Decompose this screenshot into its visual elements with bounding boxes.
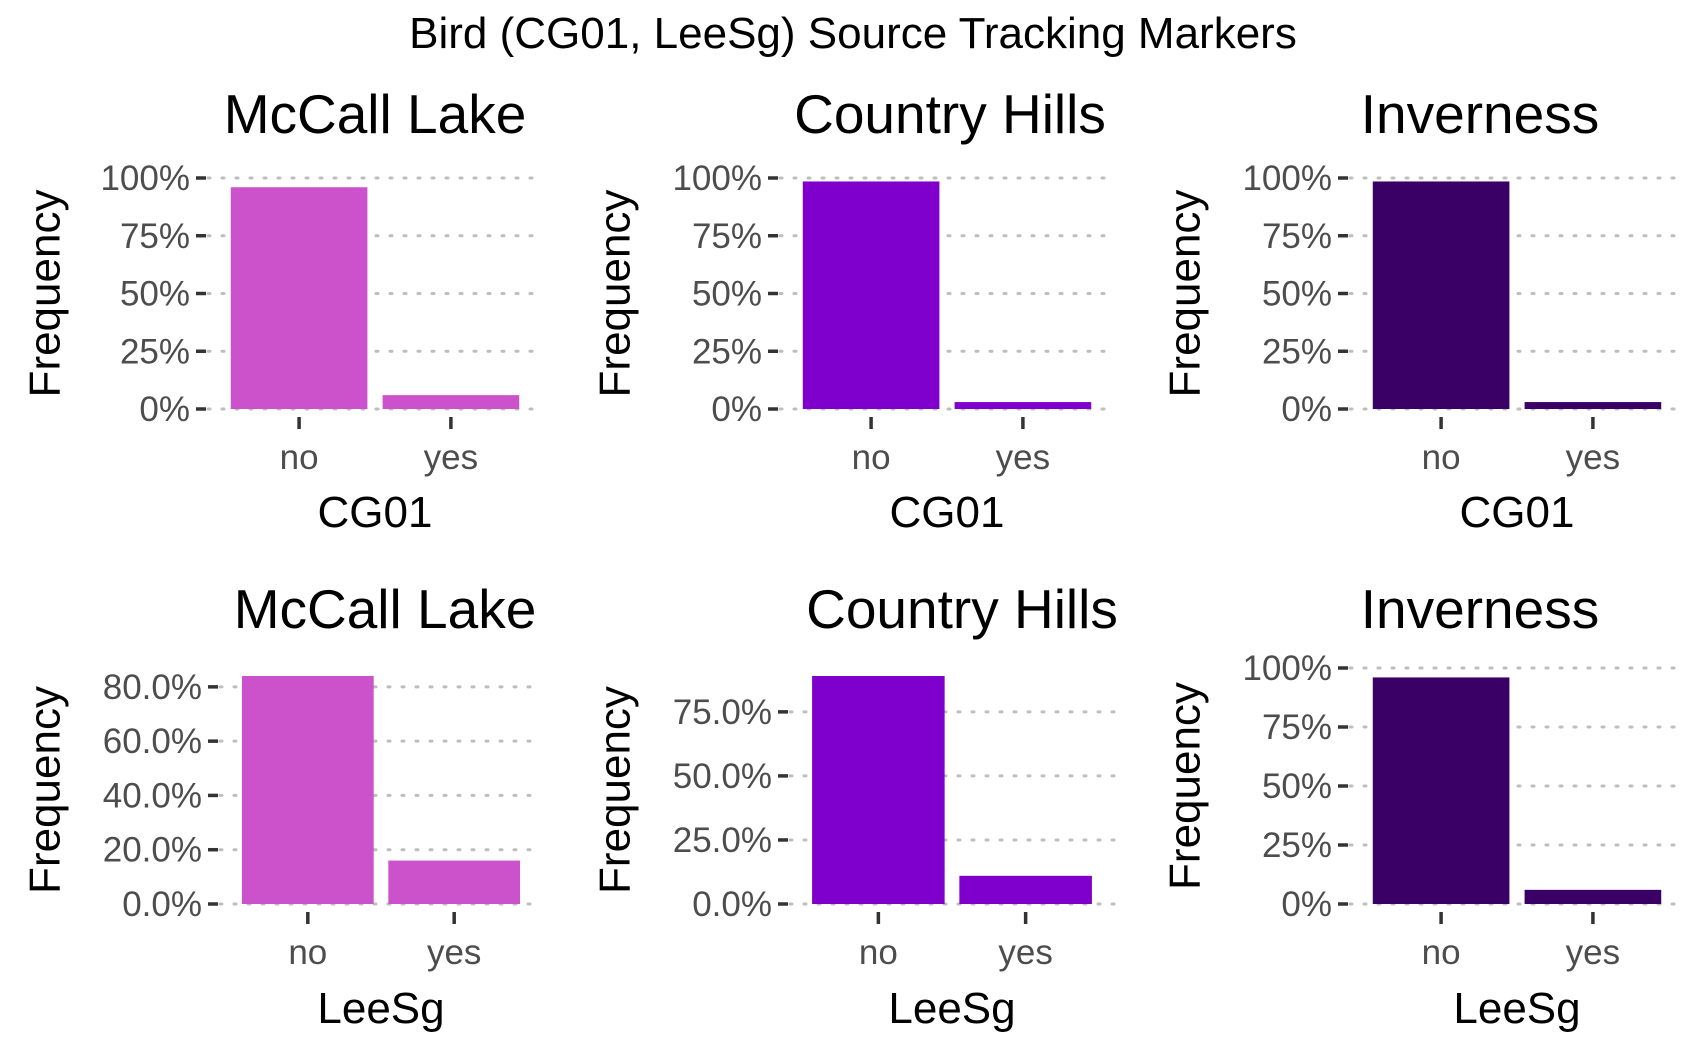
panel-title: Country Hills xyxy=(794,83,1106,145)
y-tick-label: 0% xyxy=(1281,885,1332,924)
chart-panel: 0% 25% 50% 75% 100% no yes Inverness CG01 Frequen… xyxy=(1160,83,1686,537)
y-tick-label: 100% xyxy=(100,159,190,198)
chart-panel: 0.0% 20.0% 40.0% 60.0% 80.0% no yes McCall Lake… xyxy=(20,578,544,1033)
y-tick-label: 100% xyxy=(672,159,762,198)
y-axis-title: Frequency xyxy=(20,686,69,894)
y-tick-label: 100% xyxy=(1242,159,1332,198)
y-tick-label: 0% xyxy=(139,390,190,429)
x-tick-label: no xyxy=(859,933,898,972)
y-tick-label: 0.0% xyxy=(692,885,772,924)
bar-yes xyxy=(388,860,521,904)
bar-no xyxy=(802,181,940,409)
bar-no xyxy=(1372,677,1510,904)
bar-no xyxy=(1372,181,1510,409)
chart-panel: 0% 25% 50% 75% 100% no yes McCall Lake CG01 Frequ… xyxy=(20,83,544,537)
y-tick-label: 75.0% xyxy=(673,693,772,732)
y-tick-label: 0% xyxy=(1281,390,1332,429)
x-tick-label: yes xyxy=(998,933,1052,972)
bar-yes xyxy=(959,875,1092,904)
y-axis-title: Frequency xyxy=(590,190,639,398)
y-tick-label: 50% xyxy=(120,275,190,314)
y-tick-label: 25% xyxy=(120,332,190,371)
y-axis-title: Frequency xyxy=(590,686,639,894)
y-tick-label: 75% xyxy=(692,217,762,256)
x-tick-label: yes xyxy=(996,438,1050,477)
y-tick-label: 0.0% xyxy=(122,885,202,924)
chart-panels: 0% 25% 50% 75% 100% no yes McCall Lake CG01 Frequ… xyxy=(20,83,1686,1033)
y-tick-label: 25% xyxy=(692,332,762,371)
x-tick-label: no xyxy=(288,933,327,972)
chart-panel: 0% 25% 50% 75% 100% no yes Inverness LeeSg Freque… xyxy=(1160,578,1686,1033)
panel-title: McCall Lake xyxy=(234,578,537,640)
bar-no xyxy=(230,187,368,409)
y-axis-title: Frequency xyxy=(1160,190,1209,398)
panel-title: McCall Lake xyxy=(224,83,527,145)
x-tick-label: no xyxy=(280,438,319,477)
figure-title: Bird (CG01, LeeSg) Source Tracking Marke… xyxy=(409,9,1297,58)
y-tick-label: 20.0% xyxy=(103,831,202,870)
x-tick-label: no xyxy=(852,438,891,477)
y-axis-title: Frequency xyxy=(20,190,69,398)
x-tick-label: yes xyxy=(424,438,478,477)
y-tick-label: 50% xyxy=(692,275,762,314)
y-tick-label: 75% xyxy=(1262,708,1332,747)
y-tick-label: 25% xyxy=(1262,826,1332,865)
y-tick-label: 25% xyxy=(1262,332,1332,371)
x-axis-title: LeeSg xyxy=(1453,984,1580,1033)
chart-panel: 0% 25% 50% 75% 100% no yes Country Hills CG01 Fre… xyxy=(590,83,1116,537)
bar-no xyxy=(241,676,374,904)
bar-yes xyxy=(1524,889,1662,904)
y-tick-label: 100% xyxy=(1242,649,1332,688)
y-tick-label: 0% xyxy=(711,390,762,429)
panel-title: Inverness xyxy=(1361,578,1599,640)
x-tick-label: yes xyxy=(427,933,481,972)
panel-title: Country Hills xyxy=(806,578,1118,640)
y-tick-label: 75% xyxy=(120,217,190,256)
panel-title: Inverness xyxy=(1361,83,1599,145)
x-tick-label: yes xyxy=(1566,933,1620,972)
y-tick-label: 50% xyxy=(1262,275,1332,314)
x-axis-title: CG01 xyxy=(890,488,1005,537)
x-tick-label: no xyxy=(1422,438,1461,477)
x-axis-title: LeeSg xyxy=(888,984,1015,1033)
x-tick-label: no xyxy=(1422,933,1461,972)
y-axis-title: Frequency xyxy=(1160,682,1209,890)
x-tick-label: yes xyxy=(1566,438,1620,477)
x-axis-title: CG01 xyxy=(1460,488,1575,537)
y-tick-label: 75% xyxy=(1262,217,1332,256)
y-tick-label: 50% xyxy=(1262,767,1332,806)
x-axis-title: CG01 xyxy=(318,488,433,537)
bar-yes xyxy=(382,395,520,409)
x-axis-title: LeeSg xyxy=(317,984,444,1033)
chart-panel: 0.0% 25.0% 50.0% 75.0% no yes Country Hills Lee… xyxy=(590,578,1117,1033)
y-tick-label: 25.0% xyxy=(673,821,772,860)
y-tick-label: 80.0% xyxy=(103,668,202,707)
bar-no xyxy=(812,676,945,904)
bar-yes xyxy=(954,402,1092,409)
y-tick-label: 50.0% xyxy=(673,757,772,796)
y-tick-label: 40.0% xyxy=(103,776,202,815)
bar-yes xyxy=(1524,402,1662,409)
y-tick-label: 60.0% xyxy=(103,722,202,761)
